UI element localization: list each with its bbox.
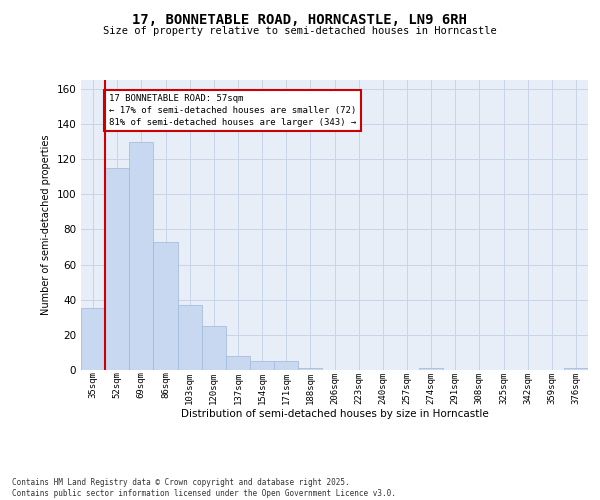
- Bar: [154, 242, 178, 370]
- Bar: [105, 168, 129, 370]
- Bar: [298, 368, 322, 370]
- Bar: [419, 368, 443, 370]
- X-axis label: Distribution of semi-detached houses by size in Horncastle: Distribution of semi-detached houses by …: [181, 409, 488, 419]
- Text: Contains HM Land Registry data © Crown copyright and database right 2025.
Contai: Contains HM Land Registry data © Crown c…: [12, 478, 396, 498]
- Bar: [202, 326, 226, 370]
- Bar: [564, 368, 588, 370]
- Text: 17 BONNETABLE ROAD: 57sqm
← 17% of semi-detached houses are smaller (72)
81% of : 17 BONNETABLE ROAD: 57sqm ← 17% of semi-…: [109, 94, 356, 126]
- Bar: [226, 356, 250, 370]
- Bar: [274, 361, 298, 370]
- Bar: [129, 142, 154, 370]
- Bar: [81, 308, 105, 370]
- Y-axis label: Number of semi-detached properties: Number of semi-detached properties: [41, 134, 51, 316]
- Bar: [178, 305, 202, 370]
- Text: Size of property relative to semi-detached houses in Horncastle: Size of property relative to semi-detach…: [103, 26, 497, 36]
- Text: 17, BONNETABLE ROAD, HORNCASTLE, LN9 6RH: 17, BONNETABLE ROAD, HORNCASTLE, LN9 6RH: [133, 12, 467, 26]
- Bar: [250, 361, 274, 370]
